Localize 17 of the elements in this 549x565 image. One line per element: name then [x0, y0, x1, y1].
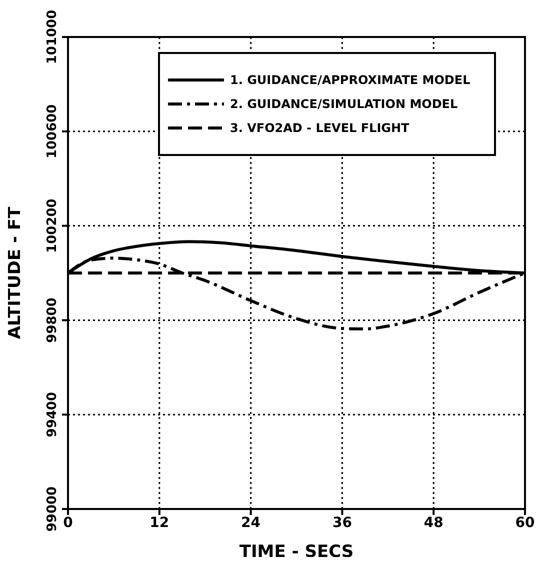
y-tick-label: 99800: [45, 298, 60, 343]
x-tick-label: 0: [63, 514, 74, 531]
legend-label: 3. VFO2AD - LEVEL FLIGHT: [230, 121, 410, 135]
x-tick-label: 48: [424, 514, 444, 531]
y-tick-label: 100200: [45, 198, 60, 253]
x-tick-label: 60: [515, 514, 535, 531]
legend-label: 2. GUIDANCE/SIMULATION MODEL: [230, 97, 458, 111]
x-tick-label: 24: [241, 514, 261, 531]
x-tick-label: 36: [332, 514, 352, 531]
y-tick-label: 99400: [45, 392, 60, 438]
x-tick-label: 12: [150, 514, 170, 531]
x-axis-title: TIME - SECS: [239, 542, 354, 562]
y-tick-label: 100600: [45, 104, 60, 159]
y-tick-label: 99000: [45, 486, 60, 532]
legend-label: 1. GUIDANCE/APPROXIMATE MODEL: [230, 73, 470, 87]
y-tick-label: 101000: [45, 10, 60, 64]
y-axis-title: ALTITUDE - FT: [5, 206, 26, 340]
